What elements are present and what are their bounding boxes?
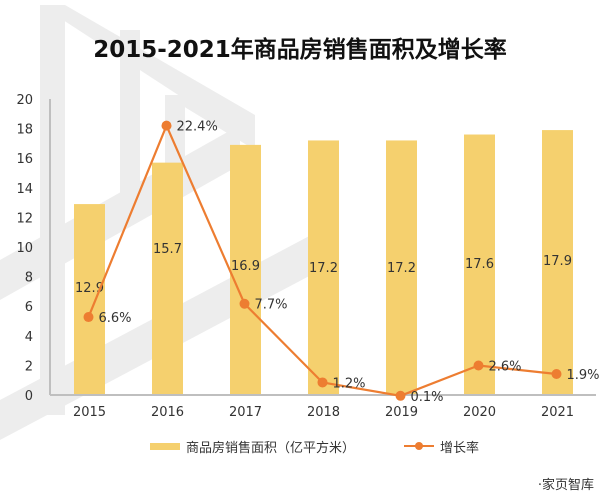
bar-label: 17.6 bbox=[465, 257, 494, 272]
x-tick-label: 2017 bbox=[229, 405, 262, 420]
bar-label: 17.9 bbox=[543, 254, 572, 269]
y-tick-label: 16 bbox=[16, 152, 33, 167]
bar-2021 bbox=[542, 130, 573, 395]
x-tick-label: 2016 bbox=[151, 405, 184, 420]
legend-item-sales-area: 商品房销售面积（亿平方米） bbox=[150, 434, 355, 458]
bar-2015 bbox=[74, 204, 105, 395]
growth-rate-point-2019 bbox=[395, 390, 406, 401]
bar-label: 16.9 bbox=[231, 259, 260, 274]
bar-2017 bbox=[230, 144, 261, 395]
y-tick-label: 14 bbox=[16, 182, 33, 197]
legend-bar-swatch bbox=[150, 442, 180, 450]
y-tick-label: 10 bbox=[16, 241, 33, 256]
growth-rate-label: 22.4% bbox=[177, 120, 218, 135]
bar-2019 bbox=[386, 140, 417, 395]
growth-rate-point-2016 bbox=[161, 120, 172, 131]
bar-2016 bbox=[152, 162, 183, 395]
growth-rate-label: 1.9% bbox=[567, 368, 600, 383]
y-tick-label: 4 bbox=[25, 330, 33, 345]
y-tick-label: 12 bbox=[16, 211, 33, 226]
y-tick-label: 8 bbox=[25, 271, 33, 286]
x-tick-label: 2015 bbox=[73, 405, 106, 420]
y-tick-label: 0 bbox=[25, 389, 33, 404]
bar-2020 bbox=[464, 134, 495, 395]
growth-rate-point-2017 bbox=[239, 298, 250, 309]
bar-2018 bbox=[308, 140, 339, 395]
legend-label-sales-area: 商品房销售面积（亿平方米） bbox=[186, 440, 356, 456]
x-tick-label: 2021 bbox=[541, 405, 574, 420]
growth-rate-point-2021 bbox=[551, 368, 562, 379]
y-tick-label: 2 bbox=[25, 359, 33, 374]
x-tick-label: 2020 bbox=[463, 405, 496, 420]
bar-label: 15.7 bbox=[153, 242, 182, 257]
growth-rate-point-2018 bbox=[317, 377, 328, 388]
growth-rate-label: 6.6% bbox=[99, 311, 132, 326]
bar-label: 12.9 bbox=[75, 281, 104, 296]
source-footer: ·家页智库 bbox=[537, 478, 594, 493]
x-tick-label: 2018 bbox=[307, 405, 340, 420]
legend-item-growth-rate: 增长率 bbox=[404, 434, 479, 458]
y-tick-label: 6 bbox=[25, 300, 33, 315]
legend-label-growth-rate: 增长率 bbox=[440, 440, 480, 456]
growth-rate-label: 1.2% bbox=[333, 376, 366, 391]
growth-rate-point-2020 bbox=[473, 360, 484, 371]
chart-title: 2015-2021年商品房销售面积及增长率 bbox=[93, 37, 507, 63]
y-tick-label: 20 bbox=[16, 93, 33, 108]
growth-rate-point-2015 bbox=[83, 312, 94, 323]
growth-rate-label: 2.6% bbox=[489, 360, 522, 375]
growth-rate-label: 7.7% bbox=[255, 298, 288, 313]
legend-line-swatch bbox=[404, 440, 434, 452]
x-tick-label: 2019 bbox=[385, 405, 418, 420]
y-tick-label: 18 bbox=[16, 123, 33, 138]
bar-label: 17.2 bbox=[309, 261, 338, 276]
bar-label: 17.2 bbox=[387, 261, 416, 276]
growth-rate-label: 0.1% bbox=[411, 390, 444, 405]
legend: 商品房销售面积（亿平方米） 增长率 bbox=[0, 434, 600, 458]
